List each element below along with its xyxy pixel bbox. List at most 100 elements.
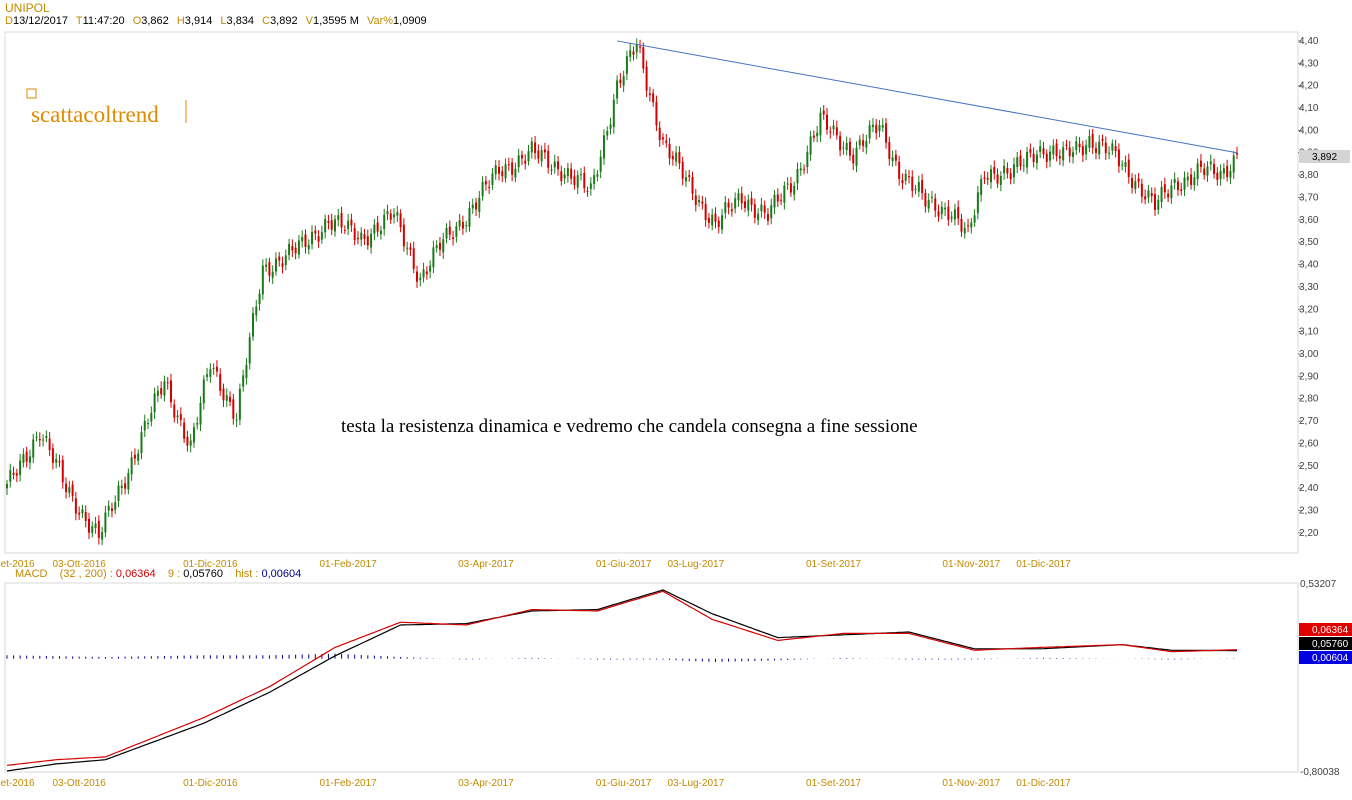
candle-body bbox=[1124, 162, 1127, 167]
candle-body bbox=[1121, 164, 1124, 166]
date-label: 01-Dic-2016 bbox=[183, 778, 238, 789]
candle-body bbox=[91, 526, 94, 533]
last-price-tag-text: 3,892 bbox=[1312, 152, 1337, 163]
signal-value: 0,05760 bbox=[183, 568, 223, 580]
candle-body bbox=[1045, 153, 1048, 163]
last-price-tag: 3,892 bbox=[1299, 150, 1350, 163]
candle-body bbox=[1199, 160, 1202, 167]
candle-body bbox=[871, 124, 874, 128]
candle-body bbox=[101, 532, 104, 540]
quote-key-time: T bbox=[75, 15, 83, 27]
candle-body bbox=[671, 155, 674, 160]
candle-body bbox=[255, 306, 258, 316]
date-label: 01-Dic-2016 bbox=[183, 559, 238, 570]
candle-body bbox=[881, 124, 884, 128]
candle-body bbox=[1075, 141, 1078, 150]
candle-body bbox=[724, 202, 727, 213]
candle-body bbox=[1003, 165, 1006, 174]
candle-body bbox=[186, 436, 189, 446]
candle-body bbox=[1101, 138, 1104, 141]
candle-body bbox=[1193, 177, 1196, 186]
date-axis-price: 01-Set-2016 03-Ott-2016 01-Dic-2016 01-Feb-… bbox=[0, 559, 1071, 570]
candle-body bbox=[855, 147, 858, 166]
candle-body bbox=[848, 141, 851, 156]
candle-body bbox=[1058, 156, 1061, 159]
candle-body bbox=[1026, 151, 1029, 168]
date-label: 01-Feb-2017 bbox=[319, 559, 377, 570]
candle-body bbox=[826, 114, 828, 130]
candle-body bbox=[353, 227, 356, 241]
signal-tag-text: 0,05760 bbox=[1312, 639, 1349, 650]
quote-key-high: H bbox=[176, 15, 185, 27]
candle-body bbox=[593, 175, 596, 184]
candle-body bbox=[1062, 147, 1065, 161]
candle-body bbox=[1052, 145, 1055, 155]
candle-body bbox=[511, 162, 514, 175]
candle-body bbox=[573, 176, 576, 186]
candle-body bbox=[235, 419, 238, 421]
candle-body bbox=[471, 204, 474, 209]
candle-body bbox=[750, 198, 753, 205]
candle-body bbox=[84, 512, 87, 521]
candle-body bbox=[212, 367, 215, 369]
candle-body bbox=[225, 395, 228, 401]
candle-body bbox=[924, 193, 927, 207]
quote-value-var: 1,0909 bbox=[393, 15, 427, 27]
candle-body bbox=[557, 161, 560, 170]
candle-body bbox=[402, 224, 405, 247]
macd-ytick-top: 0,53207 bbox=[1300, 579, 1337, 590]
candle-body bbox=[114, 502, 117, 510]
candle-body bbox=[455, 226, 458, 237]
candle-body bbox=[209, 369, 212, 377]
candle-body bbox=[219, 374, 222, 391]
candle-body bbox=[547, 150, 550, 168]
quote-value-close: 3,892 bbox=[270, 15, 298, 27]
candle-body bbox=[1190, 174, 1193, 185]
candle-body bbox=[711, 214, 714, 226]
candle-body bbox=[835, 127, 838, 136]
candle-body bbox=[1104, 142, 1107, 154]
candle-body bbox=[839, 135, 842, 151]
candle-body bbox=[629, 50, 632, 57]
candle-body bbox=[799, 168, 802, 171]
candle-body bbox=[809, 136, 812, 155]
price-ytick-label: 3,40 bbox=[1299, 260, 1319, 271]
macd-pane-frame bbox=[4, 582, 1299, 773]
candle-body bbox=[944, 207, 947, 210]
price-ytick-label: 4,00 bbox=[1299, 125, 1319, 136]
candle-body bbox=[38, 439, 41, 441]
price-pane-frame bbox=[4, 31, 1299, 554]
candle-body bbox=[753, 204, 756, 218]
candle-body bbox=[274, 258, 277, 272]
quote-value-time: 11:47:20 bbox=[82, 15, 125, 27]
candle-body bbox=[1176, 181, 1179, 191]
quote-value-date: 13/12/2017 bbox=[12, 15, 69, 27]
candle-body bbox=[176, 415, 179, 418]
candle-body bbox=[475, 202, 478, 210]
price-ytick-label: 2,80 bbox=[1299, 394, 1319, 405]
candle-body bbox=[960, 218, 963, 232]
candle-body bbox=[465, 225, 468, 227]
candle-body bbox=[320, 232, 323, 240]
last-price-tag-bg bbox=[1299, 150, 1350, 163]
price-y-axis: 2,20 2,30 2,40 2,50 2,60 2,70 2,80 2,90 3,00 3,10… bbox=[1298, 36, 1319, 539]
candle-body bbox=[379, 230, 382, 235]
candle-body bbox=[852, 154, 855, 164]
candle-body bbox=[1160, 186, 1163, 202]
candle-body bbox=[507, 164, 510, 166]
candle-body bbox=[1091, 133, 1094, 148]
price-ytick-label: 2,20 bbox=[1299, 528, 1319, 539]
hist-tag-text: 0,00604 bbox=[1312, 653, 1349, 664]
price-ytick-label: 3,50 bbox=[1299, 237, 1319, 248]
candle-body bbox=[435, 245, 438, 249]
date-label: 01-Giu-2017 bbox=[596, 778, 652, 789]
candle-body bbox=[294, 247, 297, 254]
candle-body bbox=[1236, 152, 1238, 155]
price-ytick-label: 2,90 bbox=[1299, 371, 1319, 382]
candle-body bbox=[22, 454, 25, 463]
candle-body bbox=[675, 152, 678, 162]
date-label: 01-Set-2016 bbox=[0, 559, 35, 570]
candle-body bbox=[1012, 164, 1015, 178]
candle-body bbox=[189, 440, 192, 446]
candle-body bbox=[658, 127, 661, 141]
